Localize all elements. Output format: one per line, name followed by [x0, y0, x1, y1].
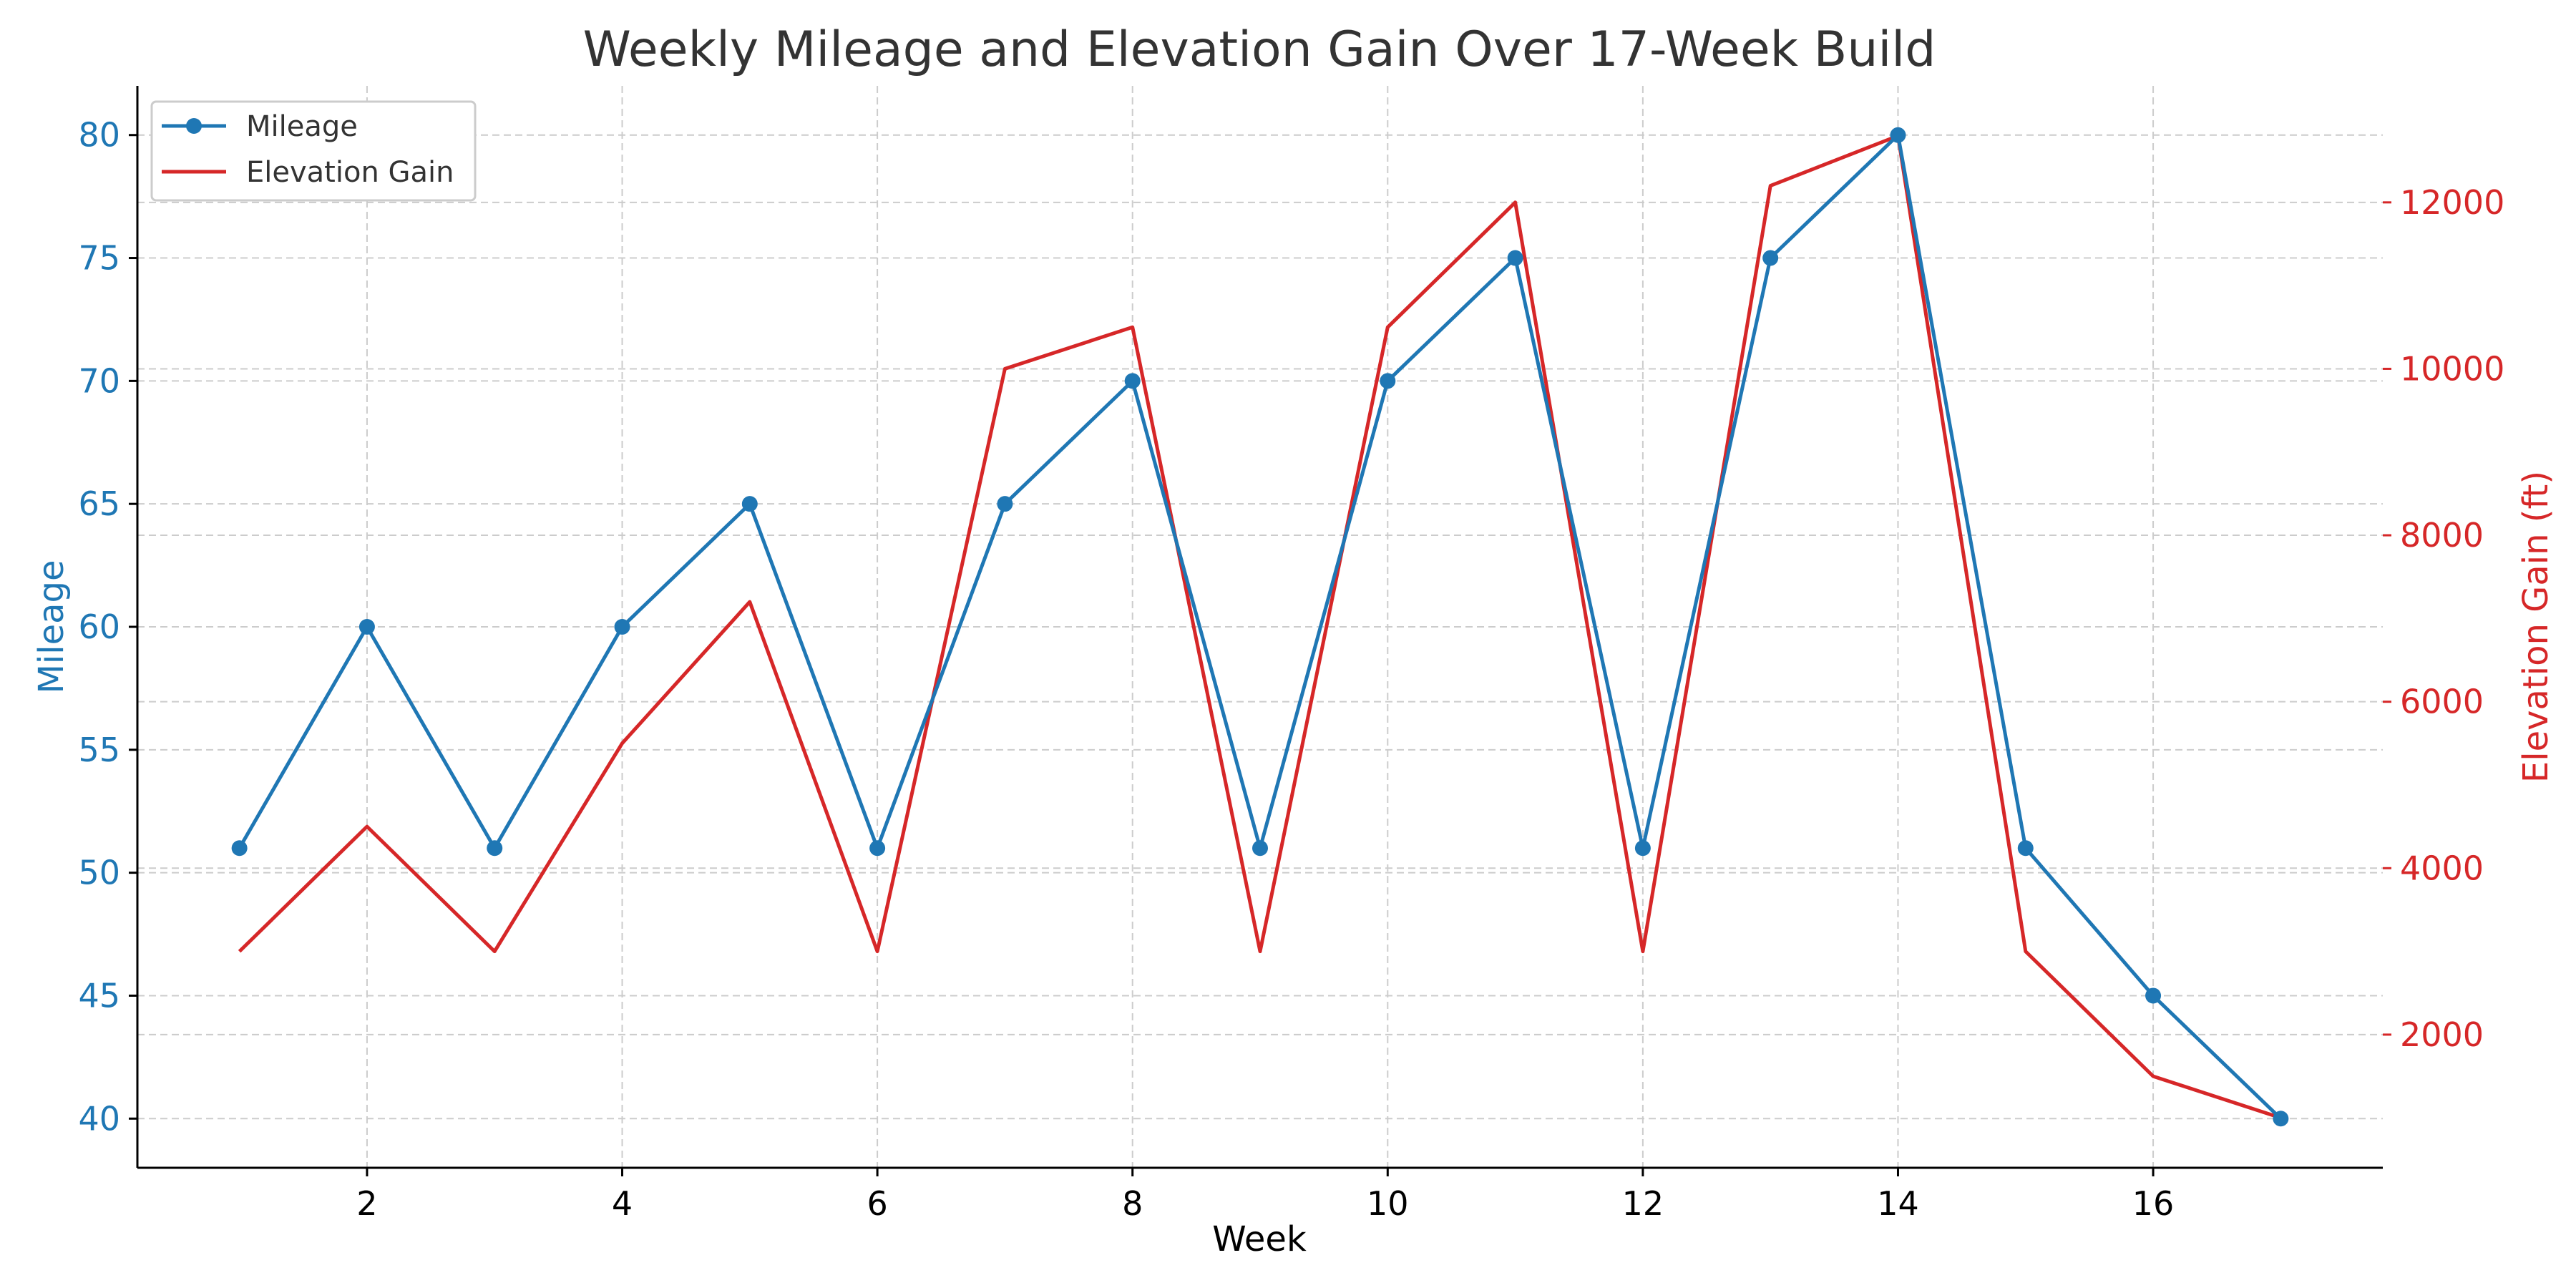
y-tick-label-left: 70 — [78, 361, 120, 400]
x-tick-label: 14 — [1877, 1184, 1919, 1223]
y-tick-label-left: 45 — [78, 976, 120, 1015]
data-point-mileage — [1252, 840, 1268, 857]
y-axis-label-right: Elevation Gain (ft) — [2516, 471, 2556, 783]
data-point-mileage — [1507, 250, 1523, 266]
data-point-mileage — [358, 619, 375, 635]
grid-lines — [137, 86, 2383, 1168]
legend-box — [150, 100, 477, 202]
x-axis-label: Week — [1212, 1219, 1307, 1259]
x-tick-label: 8 — [1122, 1184, 1143, 1223]
tick-labels: 2 4 6 8 10 12 14 16 40 45 50 55 60 65 70 75 80 2000 4000 60… — [78, 116, 2504, 1223]
x-tick-label: 2 — [356, 1184, 377, 1223]
y-tick-label-right: 8000 — [2400, 516, 2484, 555]
y-tick-label-left: 80 — [78, 116, 120, 155]
data-point-mileage — [869, 840, 886, 857]
data-point-mileage — [2145, 987, 2162, 1004]
data-point-mileage — [1890, 127, 1906, 143]
data-point-mileage — [741, 496, 758, 512]
x-tick-label: 4 — [612, 1184, 633, 1223]
data-point-mileage — [1762, 250, 1779, 266]
data-point-mileage — [231, 840, 248, 857]
y-tick-label-left: 50 — [78, 854, 120, 892]
x-tick-label: 12 — [1622, 1184, 1664, 1223]
data-point-mileage — [614, 619, 630, 635]
y-tick-label-left: 75 — [78, 239, 120, 278]
y-tick-label-right: 4000 — [2400, 849, 2484, 887]
x-tick-label: 6 — [867, 1184, 887, 1223]
data-point-mileage — [1380, 373, 1396, 389]
y-tick-label-left: 60 — [78, 608, 120, 646]
data-point-mileage — [1634, 840, 1651, 857]
x-tick-label: 10 — [1367, 1184, 1409, 1223]
legend-marker-mileage — [186, 118, 202, 134]
y-tick-label-right: 10000 — [2400, 349, 2504, 388]
y-tick-label-right: 2000 — [2400, 1015, 2484, 1054]
data-point-mileage — [997, 496, 1013, 512]
y-tick-label-right: 12000 — [2400, 183, 2504, 222]
legend-label-mileage: Mileage — [246, 110, 358, 143]
y-axis-label-left: Mileage — [31, 560, 72, 693]
chart-title: Weekly Mileage and Elevation Gain Over 1… — [583, 21, 1936, 78]
data-point-mileage — [2273, 1111, 2289, 1127]
legend: Mileage Elevation Gain — [150, 100, 477, 202]
x-tick-label: 16 — [2132, 1184, 2175, 1223]
y-tick-label-left: 65 — [78, 484, 120, 523]
y-tick-label-left: 55 — [78, 731, 120, 769]
legend-label-elevation: Elevation Gain — [246, 156, 454, 189]
y-tick-label-left: 40 — [78, 1099, 120, 1138]
data-series — [231, 127, 2289, 1127]
data-point-mileage — [2017, 840, 2034, 857]
data-point-mileage — [1124, 373, 1141, 389]
data-point-mileage — [487, 840, 503, 857]
y-tick-label-right: 6000 — [2400, 683, 2484, 721]
series-line-elevation-gain — [238, 134, 2282, 1120]
